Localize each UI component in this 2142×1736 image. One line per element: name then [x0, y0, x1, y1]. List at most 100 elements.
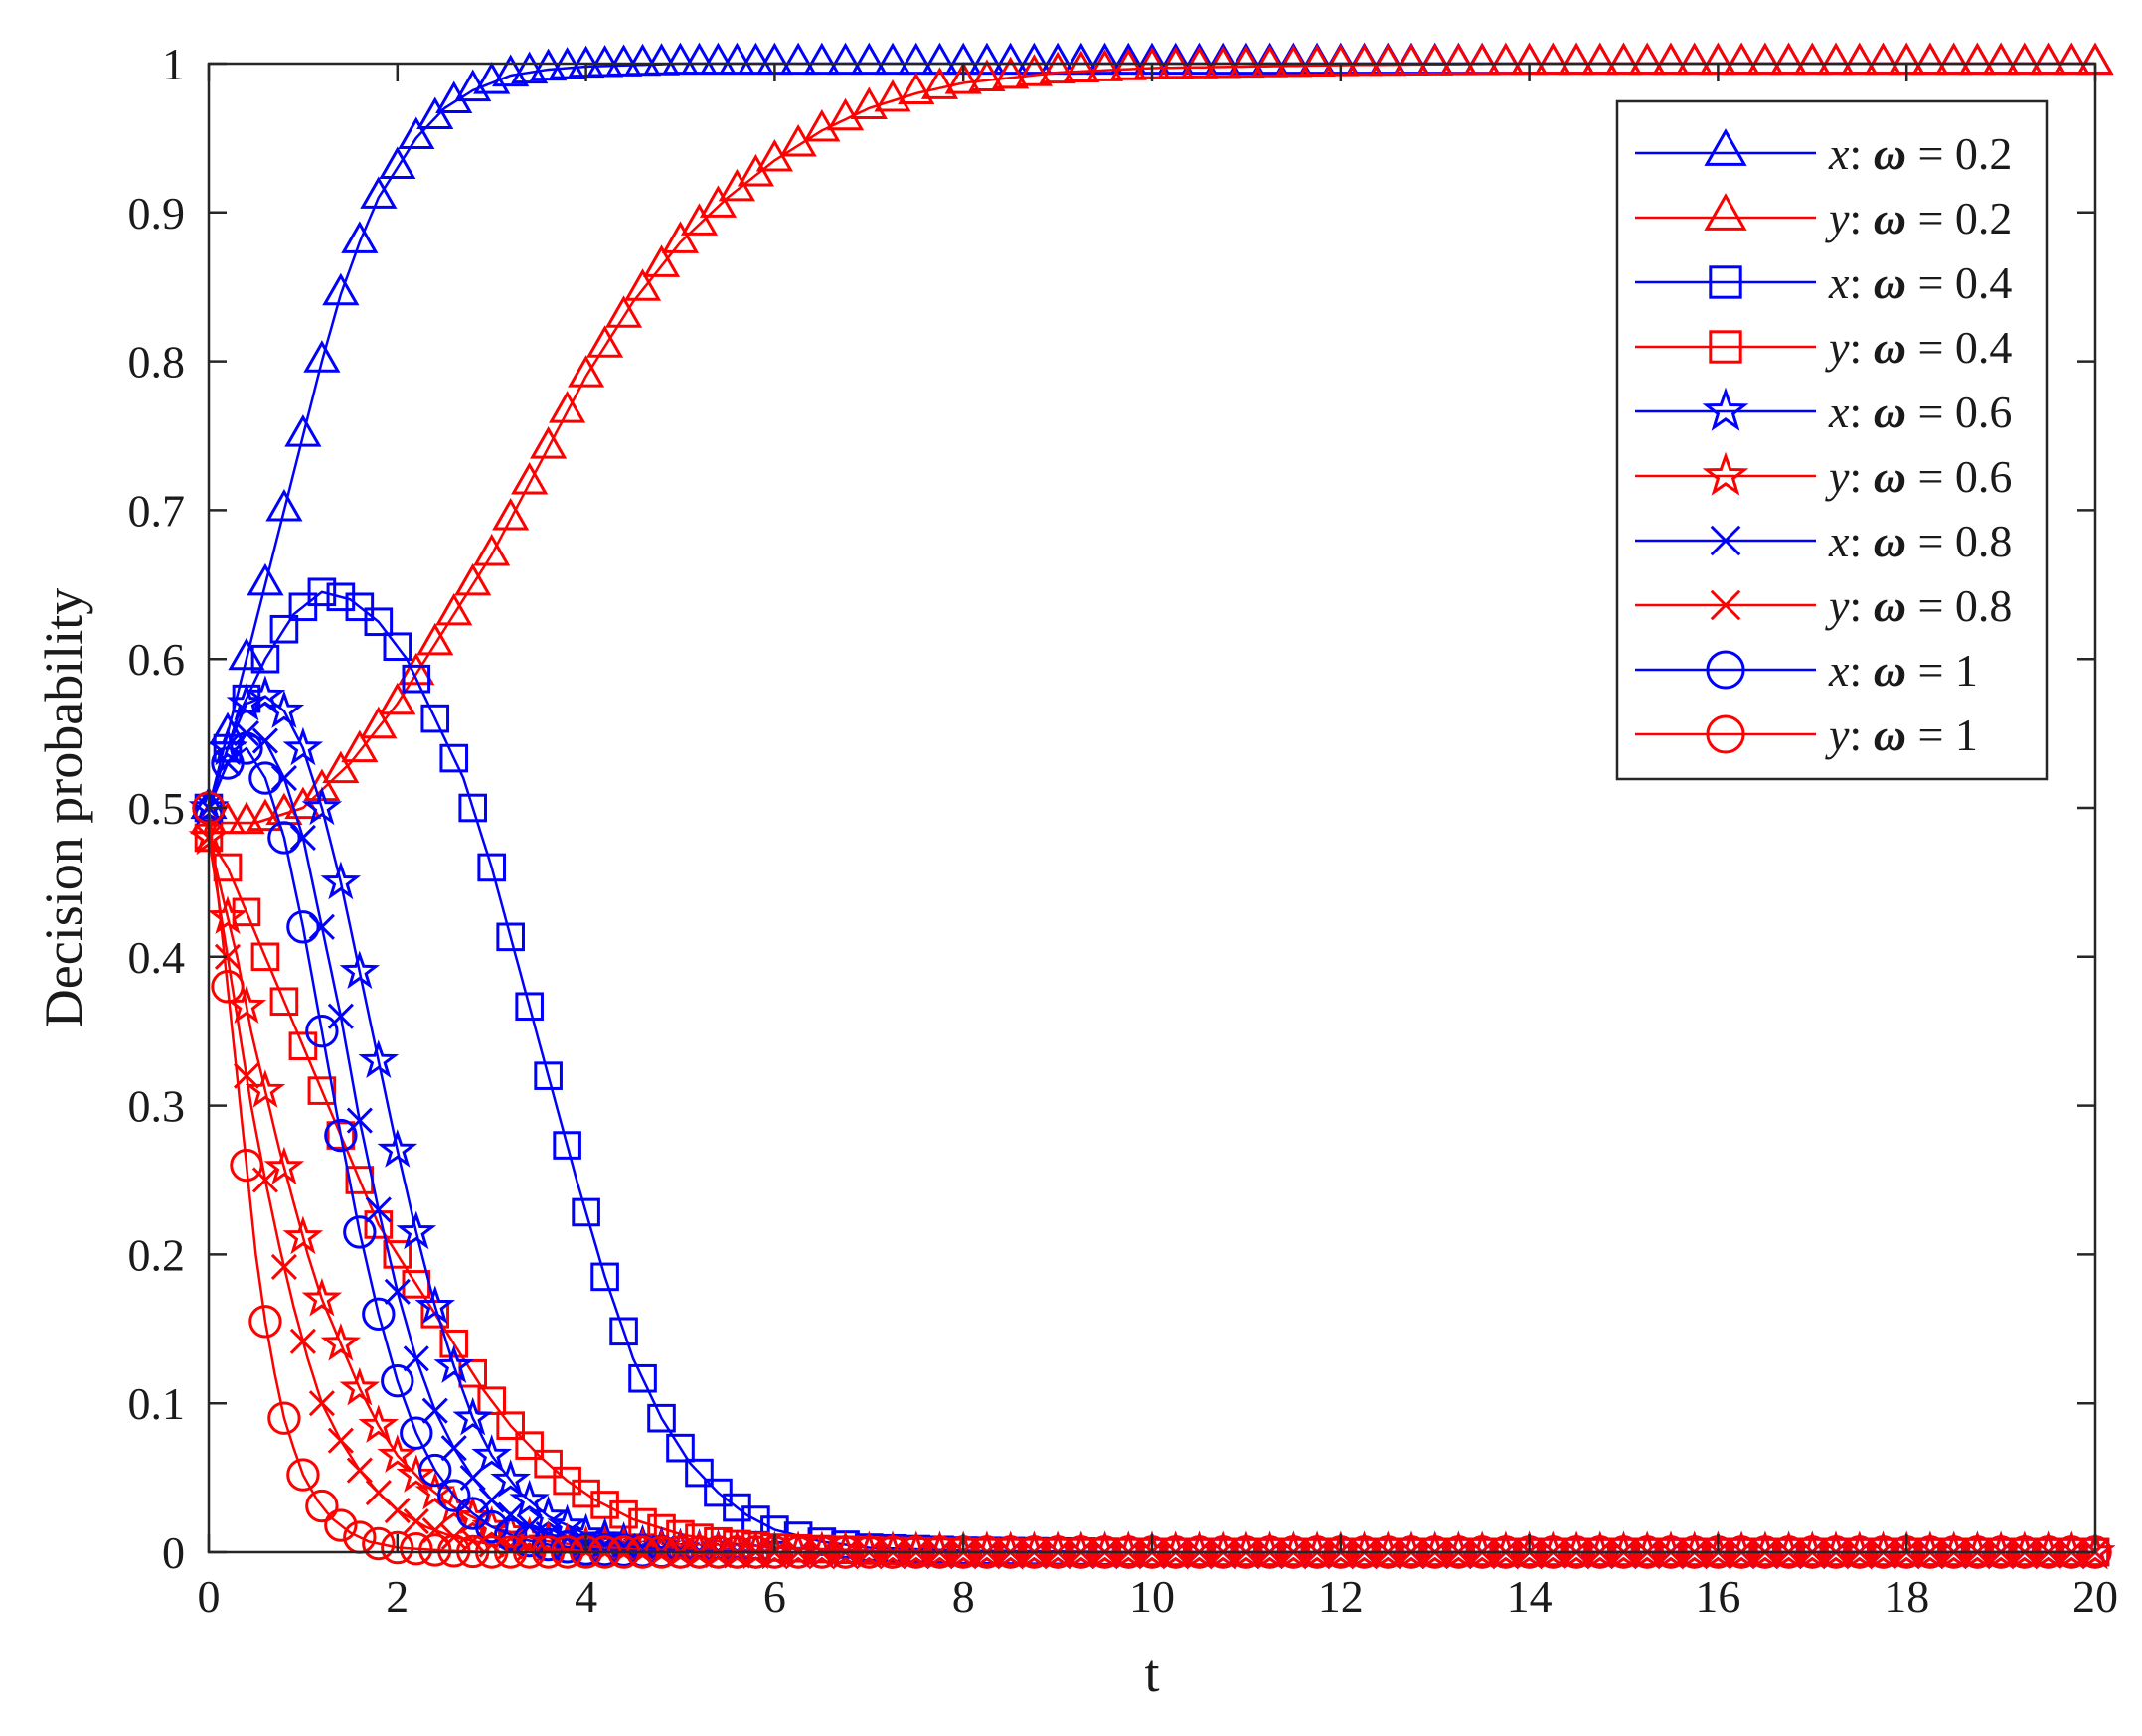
data-point [320, 1322, 362, 1361]
legend-item: x: ω = 0.4 [1635, 257, 2012, 308]
legend-label: x: ω = 0.4 [1828, 257, 2012, 308]
data-point [1604, 42, 1643, 76]
data-point [308, 1390, 335, 1417]
data-point [263, 690, 305, 728]
data-point [327, 1427, 354, 1454]
x-tick-label: 20 [2072, 1571, 2118, 1622]
data-point [1228, 45, 1265, 79]
data-point [920, 67, 959, 99]
legend-item: y: ω = 0.2 [1635, 193, 2012, 243]
data-point [475, 1509, 509, 1544]
data-point [320, 861, 362, 900]
data-point [211, 970, 245, 1004]
legend-item: x: ω = 0.8 [1635, 516, 2012, 566]
data-point [2053, 42, 2090, 76]
data-point [585, 325, 624, 358]
data-point [305, 1489, 339, 1523]
data-point [1180, 42, 1219, 76]
data-point [301, 786, 343, 826]
data-point [568, 355, 605, 388]
legend-label: x: ω = 1 [1828, 645, 1978, 696]
x-axis-label: t [1144, 1644, 1159, 1703]
data-point [478, 1487, 505, 1513]
data-point [341, 221, 379, 253]
data-point [534, 1449, 563, 1479]
data-point [511, 462, 549, 495]
data-point [286, 910, 320, 944]
data-point [642, 244, 681, 277]
legend-label: y: ω = 0.4 [1825, 322, 2012, 373]
data-point [289, 1328, 316, 1354]
data-point [418, 1453, 452, 1488]
data-point [270, 1253, 297, 1280]
data-point [1039, 51, 1076, 84]
data-point [358, 1404, 400, 1443]
data-point [245, 675, 286, 713]
data-point [590, 1262, 619, 1292]
y-axis-label: Decision probability [34, 588, 93, 1027]
data-point [305, 1014, 339, 1048]
data-point [898, 72, 935, 105]
data-point [247, 562, 284, 596]
data-point [420, 704, 450, 733]
data-point [609, 1317, 638, 1346]
legend: x: ω = 0.2 y: ω = 0.2 x: ω = 0.4 y: ω = 0.4… [1615, 99, 2049, 781]
x-tick-label: 0 [198, 1571, 221, 1622]
data-point [1864, 42, 1902, 76]
data-point [346, 1457, 373, 1484]
y-tick-label: 0.9 [128, 188, 186, 238]
y-tick-label: 0 [162, 1527, 185, 1578]
data-point [496, 922, 525, 952]
data-point [699, 185, 738, 218]
data-point [452, 1396, 494, 1436]
data-point [850, 86, 888, 120]
x-tick-label: 8 [952, 1571, 975, 1622]
data-point [396, 1454, 437, 1493]
data-point [1085, 42, 1124, 76]
data-point [339, 950, 381, 990]
data-point [400, 1416, 433, 1450]
y-axis-ticks: 0 0.1 0.2 0.3 0.4 0.5 0.6 0.7 0.8 0.9 1 [128, 39, 2095, 1578]
data-point [699, 42, 738, 76]
data-point [282, 726, 324, 766]
data-point [402, 664, 431, 694]
data-point [874, 42, 911, 76]
data-point [1204, 42, 1241, 76]
data-point [439, 1329, 469, 1358]
data-point [572, 1197, 600, 1227]
data-point [346, 1107, 373, 1134]
data-point [661, 42, 700, 76]
data-point [301, 1277, 343, 1317]
data-point [1958, 42, 1996, 76]
data-point [362, 1526, 396, 1561]
y-tick-label: 0.5 [128, 783, 186, 834]
data-point [604, 44, 643, 77]
y-tick-label: 1 [162, 39, 185, 89]
data-point [623, 268, 662, 301]
data-point [1558, 42, 1595, 76]
data-point [326, 1121, 356, 1150]
data-point [1652, 42, 1690, 76]
data-point [377, 1129, 418, 1168]
data-point [1746, 42, 1784, 76]
legend-marker [1702, 387, 1749, 431]
data-point [2029, 42, 2067, 76]
data-point [416, 622, 454, 656]
data-point [398, 116, 435, 149]
data-point [549, 391, 586, 423]
data-point [1676, 42, 1714, 76]
data-point [303, 340, 341, 373]
data-point [360, 706, 398, 739]
data-point [384, 1278, 411, 1305]
data-point [307, 1076, 337, 1105]
data-point [324, 1118, 358, 1153]
data-point [666, 1519, 695, 1549]
y-tick-label: 0.4 [128, 932, 186, 983]
data-point [289, 824, 316, 852]
legend-box [1615, 99, 2049, 781]
data-point [490, 1459, 532, 1498]
x-tick-label: 6 [763, 1571, 786, 1622]
data-point [661, 221, 700, 253]
legend-marker [1706, 650, 1745, 690]
data-point [944, 62, 982, 94]
